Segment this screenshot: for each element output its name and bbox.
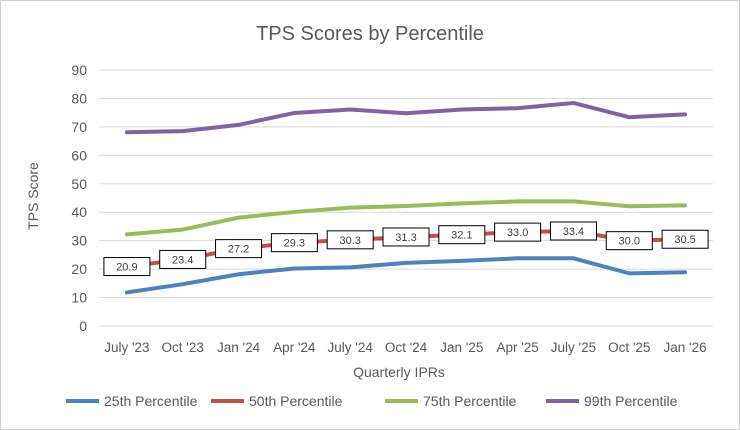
legend-label: 50th Percentile bbox=[249, 393, 343, 409]
data-label-box bbox=[159, 249, 207, 269]
chart-title: TPS Scores by Percentile bbox=[256, 23, 484, 45]
y-tick-label: 80 bbox=[71, 90, 87, 106]
data-label: 29.3 bbox=[284, 238, 305, 250]
data-label: 33.4 bbox=[563, 226, 584, 238]
data-label: 23.4 bbox=[172, 254, 193, 266]
data-label-box bbox=[103, 257, 151, 277]
data-label-box bbox=[494, 222, 542, 242]
y-tick-label: 90 bbox=[71, 62, 87, 78]
x-tick-label: Oct '23 bbox=[162, 340, 204, 355]
x-tick-label: Apr '25 bbox=[496, 340, 538, 355]
x-tick-label: Apr '24 bbox=[273, 340, 316, 355]
y-tick-label: 20 bbox=[71, 261, 87, 277]
data-label: 30.0 bbox=[619, 236, 640, 248]
x-tick-label: Jan '24 bbox=[217, 340, 261, 355]
data-label-box bbox=[438, 225, 486, 245]
x-tick-label: Jan '25 bbox=[440, 340, 483, 355]
y-tick-label: 40 bbox=[71, 204, 87, 220]
legend-label: 75th Percentile bbox=[423, 393, 517, 409]
x-tick-label: Jan '26 bbox=[664, 340, 707, 355]
data-label-box bbox=[270, 233, 318, 253]
data-label-box bbox=[215, 239, 263, 259]
data-label: 30.3 bbox=[339, 235, 360, 247]
data-label-box bbox=[382, 227, 430, 247]
x-tick-label: July '24 bbox=[328, 340, 374, 355]
data-label: 27.2 bbox=[228, 244, 249, 256]
y-axis-label: TPS Score bbox=[25, 162, 41, 230]
y-tick-label: 10 bbox=[71, 290, 87, 306]
x-tick-label: Oct '24 bbox=[385, 340, 428, 355]
series-line-25th-percentile bbox=[124, 256, 688, 295]
y-tick-label: 60 bbox=[71, 147, 87, 163]
data-label-box bbox=[605, 231, 653, 251]
data-label-box bbox=[661, 229, 709, 249]
x-tick-label: July '25 bbox=[551, 340, 596, 355]
data-label: 32.1 bbox=[451, 230, 472, 242]
data-label: 20.9 bbox=[116, 262, 137, 274]
legend-label: 99th Percentile bbox=[584, 393, 678, 409]
y-tick-label: 30 bbox=[71, 233, 87, 249]
y-tick-label: 70 bbox=[71, 119, 87, 135]
x-tick-label: Oct '25 bbox=[608, 340, 650, 355]
data-label: 30.5 bbox=[674, 234, 695, 246]
data-label-box bbox=[326, 230, 374, 250]
data-label: 31.3 bbox=[395, 232, 416, 244]
x-axis-label: Quarterly IPRs bbox=[353, 364, 445, 380]
y-tick-label: 50 bbox=[71, 176, 87, 192]
data-label-box bbox=[549, 221, 597, 241]
y-tick-label: 0 bbox=[79, 318, 87, 334]
series-line-75th-percentile bbox=[124, 199, 688, 237]
series-line-99th-percentile bbox=[124, 100, 688, 135]
x-tick-label: July '23 bbox=[104, 340, 149, 355]
legend-label: 25th Percentile bbox=[104, 393, 198, 409]
data-label: 33.0 bbox=[507, 227, 528, 239]
